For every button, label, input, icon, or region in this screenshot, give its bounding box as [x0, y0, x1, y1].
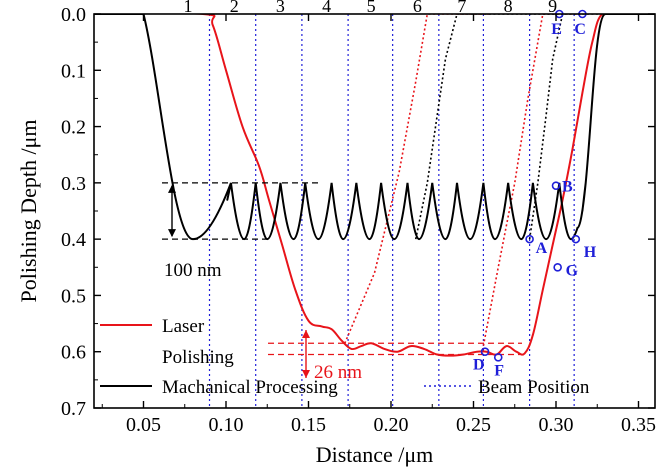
series-line-1	[94, 14, 655, 357]
y-tick-label-4: 0.4	[61, 229, 86, 251]
point-g	[553, 262, 562, 272]
x-tick-label-4: 0.25	[456, 414, 491, 436]
beam-label-2: 2	[230, 0, 239, 16]
beam-position-layer: 1 2 3 4 5 6 7 8 9	[184, 0, 575, 408]
legend-label-laser-2: Polishing	[162, 347, 234, 368]
y-tick-label-6: 0.6	[61, 342, 86, 364]
point-layer: A B C D E F GH	[473, 9, 597, 379]
x-tick-label-5: 0.30	[539, 414, 574, 436]
point-b	[551, 181, 561, 190]
annotation-layer: 100 nm 26 nm	[162, 182, 522, 383]
axes-layer: 0.05 0.10 0.15 0.20 0.25 0.30 0.35 0.0 0.1 0.2 0.3…	[61, 4, 656, 436]
x-tick-label-2: 0.15	[291, 414, 326, 436]
y-tick-label-5: 0.5	[61, 285, 86, 307]
beam-label-8: 8	[504, 0, 513, 16]
series-line-2	[94, 14, 655, 241]
x-tick-label-1: 0.10	[209, 414, 244, 436]
beam-label-7: 7	[457, 0, 466, 16]
point-label-h: H	[584, 244, 597, 261]
legend: Laser Polishing Machanical Processing Beam …	[100, 316, 590, 398]
point-label-c: C	[574, 21, 586, 38]
x-tick-label-6: 0.35	[621, 414, 656, 436]
point-label-b: B	[562, 179, 573, 196]
dotted-path-4	[528, 14, 606, 240]
red-arrow-down	[302, 370, 310, 378]
y-tick-label-1: 0.1	[61, 60, 86, 82]
beam-label-1: 1	[184, 0, 193, 16]
point-f	[493, 353, 503, 362]
y-tick-label-2: 0.2	[61, 117, 86, 139]
beam-label-4: 4	[322, 0, 331, 16]
y-tick-label-3: 0.3	[61, 173, 86, 195]
x-tick-label-3: 0.20	[374, 414, 409, 436]
annotation-100nm: 100 nm	[164, 260, 222, 281]
point-label-g: G	[566, 262, 579, 279]
legend-label-beam: Beam Position	[478, 377, 590, 398]
x-tick-label-0: 0.05	[126, 414, 161, 436]
x-axis-title: Distance /μm	[316, 442, 434, 467]
y-tick-label-0: 0.0	[61, 4, 86, 26]
beam-label-5: 5	[367, 0, 376, 16]
point-h	[571, 234, 581, 244]
red-arrow-up	[302, 330, 310, 338]
point-label-d: D	[473, 357, 485, 374]
dotted-path-layer	[344, 14, 606, 355]
point-label-e: E	[551, 21, 562, 38]
beam-label-9: 9	[548, 0, 557, 16]
legend-label-laser: Laser	[162, 316, 205, 337]
dotted-path-2	[480, 14, 581, 355]
arrow-head-down	[168, 229, 176, 238]
point-a	[525, 234, 534, 244]
legend-label-mechanical: Machanical Processing	[162, 377, 338, 398]
point-label-f: F	[494, 362, 504, 379]
y-tick-label-7: 0.7	[61, 398, 86, 420]
beam-label-6: 6	[413, 0, 422, 16]
beam-label-3: 3	[276, 0, 285, 16]
point-label-a: A	[536, 240, 548, 257]
dotted-path-1	[344, 14, 490, 344]
arrow-head-up	[168, 184, 176, 193]
dotted-path-3	[414, 14, 565, 240]
y-axis-title: Polishing Depth /μm	[16, 120, 41, 303]
point-d	[480, 347, 490, 357]
annotation-26nm: 26 nm	[314, 362, 362, 383]
